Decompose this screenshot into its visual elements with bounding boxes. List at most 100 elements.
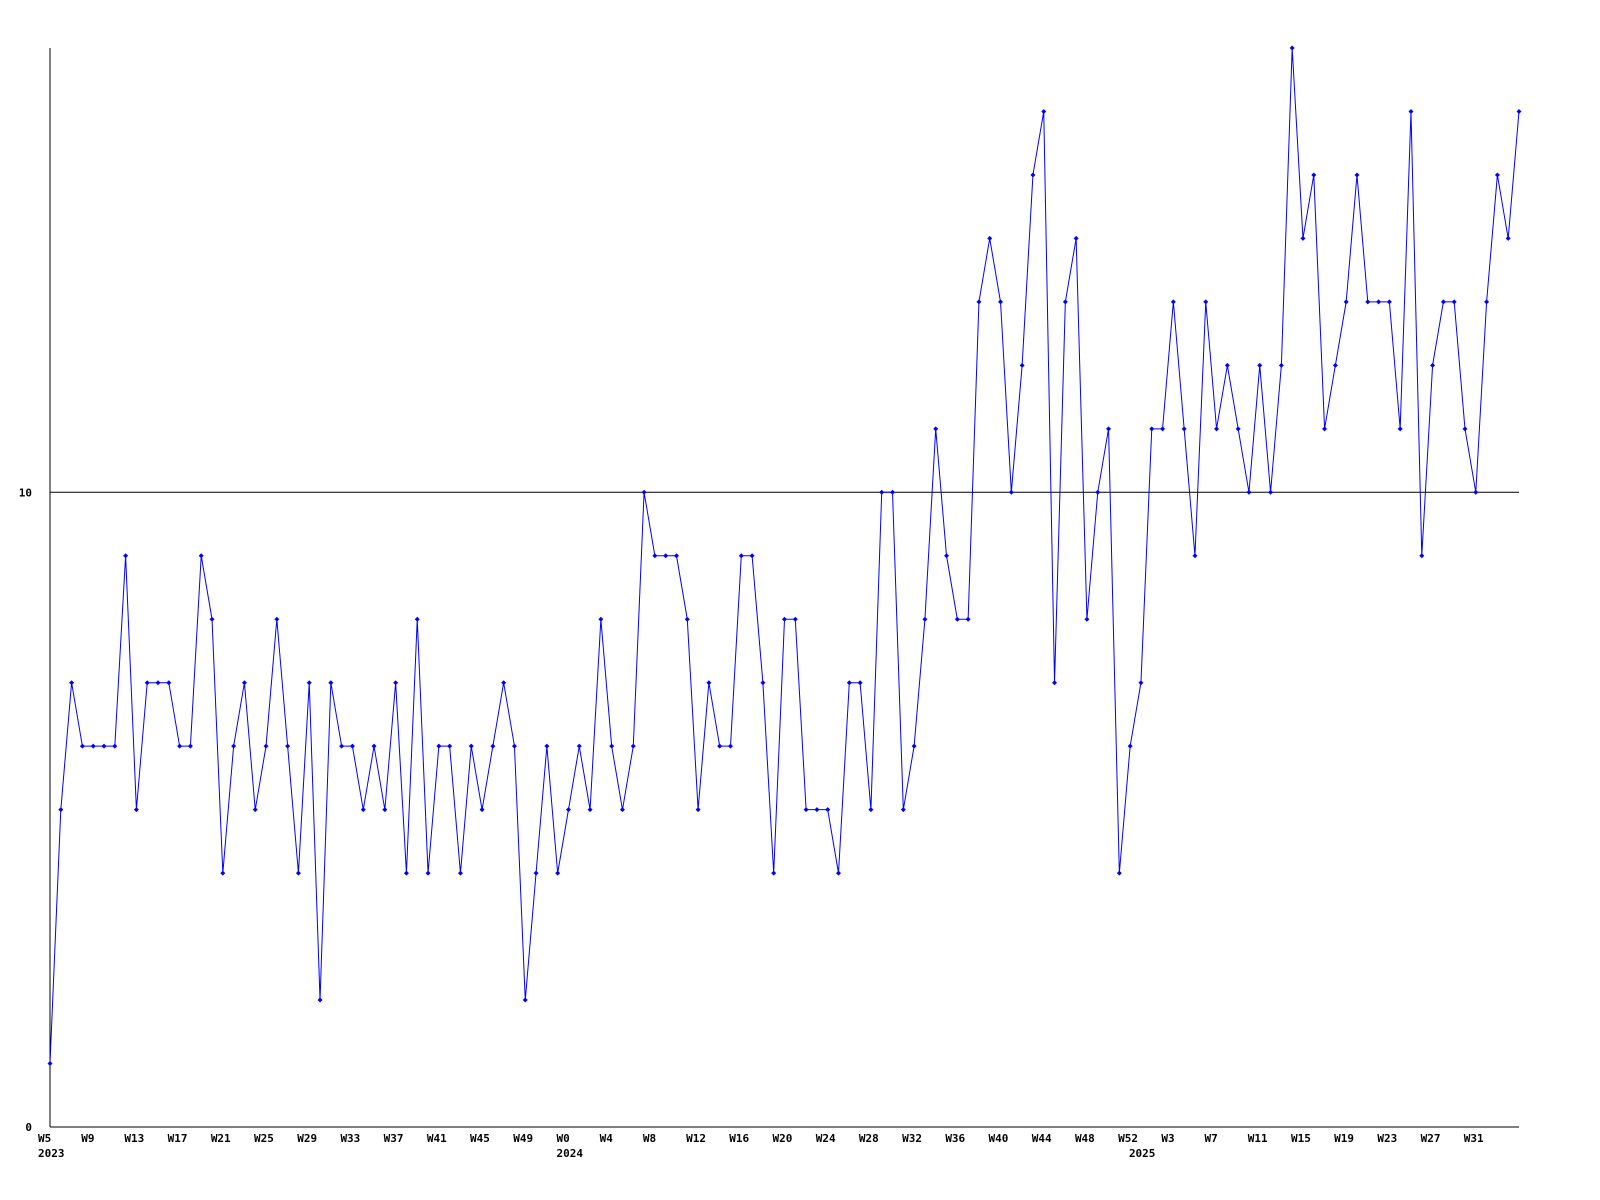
point-marker	[1397, 426, 1403, 432]
point-marker	[1192, 553, 1198, 559]
x-tick-label: W32	[902, 1132, 922, 1145]
point-marker	[457, 870, 463, 876]
point-marker	[890, 489, 896, 495]
point-marker	[371, 743, 377, 749]
x-tick-label: W4	[600, 1132, 614, 1145]
point-marker	[727, 743, 733, 749]
x-tick-label: W16	[729, 1132, 749, 1145]
point-marker	[1408, 108, 1414, 114]
point-marker	[479, 807, 485, 813]
point-marker	[598, 616, 604, 622]
point-marker	[954, 616, 960, 622]
point-marker	[414, 616, 420, 622]
point-marker	[447, 743, 453, 749]
point-marker	[1289, 45, 1295, 51]
point-marker	[911, 743, 917, 749]
point-marker	[1440, 299, 1446, 305]
point-marker	[587, 807, 593, 813]
point-marker	[1008, 489, 1014, 495]
point-marker	[738, 553, 744, 559]
x-tick-label: W37	[384, 1132, 404, 1145]
point-marker	[1516, 108, 1522, 114]
point-marker	[306, 680, 312, 686]
point-marker	[144, 680, 150, 686]
point-marker	[1332, 362, 1338, 368]
point-marker	[263, 743, 269, 749]
point-marker	[123, 553, 129, 559]
x-tick-label: W3	[1161, 1132, 1174, 1145]
x-tick-label: W13	[124, 1132, 144, 1145]
point-marker	[1019, 362, 1025, 368]
x-tick-label: W25	[254, 1132, 274, 1145]
point-marker	[1127, 743, 1133, 749]
point-marker	[1386, 299, 1392, 305]
point-marker	[1494, 172, 1500, 178]
point-marker	[177, 743, 183, 749]
x-tick-label: W28	[859, 1132, 879, 1145]
point-marker	[47, 1061, 53, 1067]
point-marker	[285, 743, 291, 749]
x-year-label: 2023	[38, 1147, 65, 1160]
point-marker	[522, 997, 528, 1003]
point-marker	[317, 997, 323, 1003]
point-marker	[155, 680, 161, 686]
point-marker	[1052, 680, 1058, 686]
point-marker	[425, 870, 431, 876]
point-marker	[944, 553, 950, 559]
point-marker	[803, 807, 809, 813]
x-tick-label: W49	[513, 1132, 533, 1145]
x-tick-label: W33	[340, 1132, 360, 1145]
point-marker	[1073, 235, 1079, 241]
point-marker	[868, 807, 874, 813]
x-tick-label: W9	[81, 1132, 94, 1145]
point-marker	[231, 743, 237, 749]
point-marker	[782, 616, 787, 622]
point-marker	[1354, 172, 1360, 178]
point-marker	[965, 616, 971, 622]
point-marker	[1203, 299, 1209, 305]
point-marker	[1278, 362, 1284, 368]
point-marker	[360, 807, 366, 813]
x-tick-label: W29	[297, 1132, 317, 1145]
point-marker	[339, 743, 345, 749]
point-marker	[1268, 489, 1274, 495]
point-marker	[1246, 489, 1252, 495]
point-marker	[241, 680, 247, 686]
point-marker	[576, 743, 582, 749]
point-marker	[1484, 299, 1490, 305]
point-marker	[1214, 426, 1220, 432]
point-marker	[857, 680, 863, 686]
point-marker	[760, 680, 766, 686]
point-marker	[900, 807, 906, 813]
series-line	[49, 47, 1520, 1064]
point-marker	[1462, 426, 1468, 432]
point-marker	[112, 743, 118, 749]
point-marker	[274, 616, 280, 622]
x-tick-label: W41	[427, 1132, 447, 1145]
point-marker	[933, 426, 939, 432]
point-marker	[511, 743, 517, 749]
point-marker	[220, 870, 226, 876]
point-marker	[69, 680, 75, 686]
point-marker	[79, 743, 85, 749]
x-tick-label: W19	[1334, 1132, 1354, 1145]
point-marker	[1376, 299, 1382, 305]
point-marker	[1106, 426, 1112, 432]
point-marker	[403, 870, 409, 876]
x-tick-label: W40	[989, 1132, 1009, 1145]
point-marker	[209, 616, 215, 622]
x-tick-label: W17	[168, 1132, 188, 1145]
point-marker	[382, 807, 388, 813]
point-marker	[1451, 299, 1457, 305]
point-marker	[976, 299, 982, 305]
x-tick-label: W52	[1118, 1132, 1138, 1145]
y-tick-label: 0	[25, 1121, 32, 1134]
point-marker	[1505, 235, 1511, 241]
point-marker	[166, 680, 172, 686]
x-tick-label: W7	[1205, 1132, 1218, 1145]
point-marker	[1062, 299, 1068, 305]
x-tick-label: W11	[1248, 1132, 1268, 1145]
x-tick-label: W27	[1421, 1132, 1441, 1145]
point-marker	[749, 553, 755, 559]
